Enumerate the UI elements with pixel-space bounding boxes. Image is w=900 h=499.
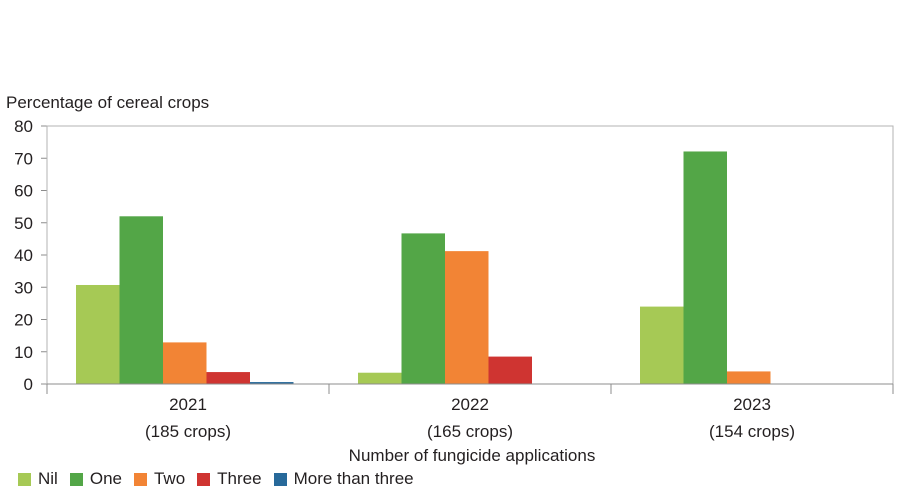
bar-nil-2023 [640, 306, 684, 384]
bar-nil-2022 [358, 372, 402, 384]
x-tick-label: 2021 [169, 395, 207, 414]
x-tick-sublabel: (165 crops) [427, 422, 513, 441]
legend-item: More than three [273, 469, 414, 489]
bar-two-2021 [163, 342, 207, 384]
legend-item: Three [197, 469, 262, 489]
bar-one-2021 [119, 216, 163, 384]
legend-swatch [133, 472, 147, 486]
y-tick-label: 0 [24, 375, 33, 394]
bar-nil-2021 [76, 284, 120, 384]
legend-swatch [69, 472, 83, 486]
legend-label: Two [153, 469, 186, 488]
legend-label: Nil [38, 469, 58, 488]
y-tick-label: 40 [14, 246, 33, 265]
x-tick-label: 2022 [451, 395, 489, 414]
bar-one-2023 [683, 151, 727, 384]
legend-swatch [18, 472, 31, 486]
bar-two-2023 [727, 371, 771, 384]
legend-label: More than three [293, 469, 414, 488]
bar-two-2022 [445, 251, 489, 384]
y-tick-label: 70 [14, 149, 33, 168]
y-tick-label: 20 [14, 311, 33, 330]
legend-item: Two [133, 469, 186, 489]
y-tick-label: 50 [14, 214, 33, 233]
legend-item: Nil [18, 469, 58, 489]
legend-swatch [273, 472, 287, 486]
y-axis-title: Percentage of cereal crops [6, 93, 209, 112]
x-tick-sublabel: (154 crops) [709, 422, 795, 441]
y-tick-label: 30 [14, 278, 33, 297]
legend-label: Three [217, 469, 262, 488]
legend-label: One [89, 469, 122, 488]
x-axis-title: Number of fungicide applications [349, 446, 596, 465]
x-tick-sublabel: (185 crops) [145, 422, 231, 441]
legend: Nil One Two Three More than three [18, 469, 426, 489]
y-tick-label: 60 [14, 182, 33, 201]
x-axis: 2021 (185 crops) 2022 (165 crops) 2023 (154 c… [46, 384, 894, 441]
bar-one-2022 [401, 233, 445, 384]
legend-item: One [69, 469, 122, 489]
y-tick-label: 80 [14, 117, 33, 136]
y-axis: 0 10 20 30 40 50 60 70 80 [14, 117, 47, 394]
legend-swatch [197, 472, 211, 486]
x-tick-label: 2023 [733, 395, 771, 414]
bar-three-2022 [488, 356, 532, 384]
bar-more-than-three-2021 [250, 382, 294, 384]
y-tick-label: 10 [14, 343, 33, 362]
bars-group [76, 151, 771, 384]
bar-three-2021 [206, 372, 250, 384]
